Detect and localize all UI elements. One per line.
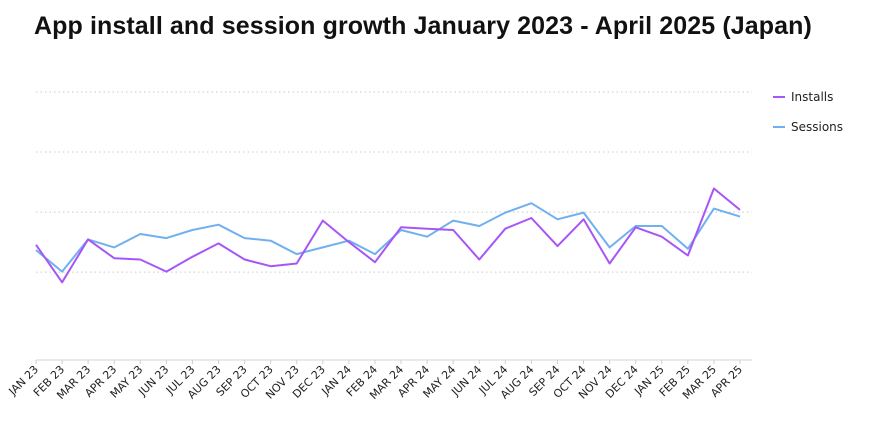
chart-title: App install and session growth January 2…	[34, 12, 812, 40]
gridlines	[36, 91, 752, 361]
legend: Installs Sessions	[773, 82, 843, 142]
legend-swatch-sessions	[773, 126, 785, 128]
series-line-sessions	[35, 202, 741, 273]
legend-swatch-installs	[773, 96, 785, 98]
legend-item-installs[interactable]: Installs	[773, 82, 843, 112]
series-line-installs	[35, 187, 741, 284]
series-lines	[35, 187, 741, 284]
legend-item-sessions[interactable]: Sessions	[773, 112, 843, 142]
legend-label-installs: Installs	[791, 90, 834, 104]
legend-label-sessions: Sessions	[791, 120, 844, 134]
